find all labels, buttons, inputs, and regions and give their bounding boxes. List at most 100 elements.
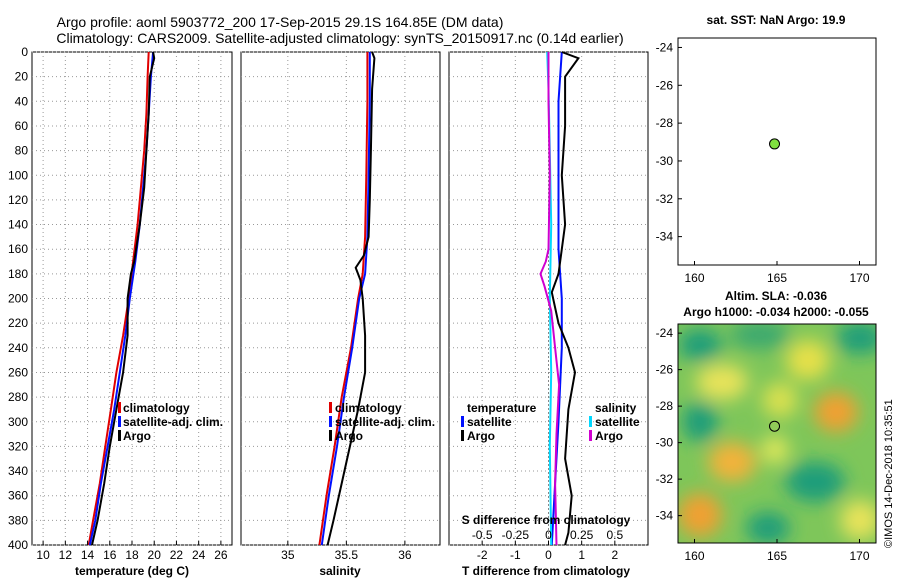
legend-swatch — [118, 416, 121, 427]
difference-panel: -2 -1 0 1 2 -0.5 -0.25 0 0.25 0.5 S difference fr… — [448, 51, 649, 578]
sla-blob — [696, 364, 748, 400]
y-tick-label: 140 — [8, 218, 28, 232]
difference-top-xlabel: S difference from climatology — [462, 513, 631, 527]
sla-map-title-1: Altim. SLA: -0.036 — [725, 289, 827, 303]
y-tick-label: 380 — [8, 513, 28, 527]
x-tick-label: 22 — [170, 548, 184, 562]
sla-heatmap — [678, 324, 876, 543]
series-line-salinity-argo — [539, 52, 561, 546]
map-y-tick-label: -24 — [656, 40, 674, 54]
map-y-tick-label: -34 — [656, 509, 674, 523]
y-tick-label: 180 — [8, 267, 28, 281]
s-tick-label: 0.25 — [570, 528, 594, 542]
sla-blob — [785, 462, 845, 502]
x-tick-label: -2 — [477, 548, 488, 562]
y-tick-label: 220 — [8, 316, 28, 330]
x-tick-label: 10 — [36, 548, 50, 562]
temperature-legend: climatology satellite-adj. clim. Argo — [118, 401, 223, 443]
map-y-tick-label: -24 — [656, 326, 674, 340]
legend-t-argo: Argo — [467, 429, 495, 443]
sla-map-panel: Altim. SLA: -0.036 Argo h1000: -0.034 h2… — [656, 289, 877, 563]
argo-float-location — [769, 138, 781, 150]
x-tick-label: 35.5 — [335, 548, 359, 562]
sla-map-title-2: Argo h1000: -0.034 h2000: -0.055 — [683, 305, 869, 319]
sla-blob — [678, 493, 722, 537]
map-x-tick-label: 160 — [684, 549, 704, 563]
y-tick-label: 280 — [8, 390, 28, 404]
legend-swatch — [329, 416, 332, 427]
legend-argo: Argo — [123, 429, 151, 443]
y-tick-label: 160 — [8, 242, 28, 256]
legend-salinity: salinity — [595, 401, 637, 415]
y-tick-label: 0 — [21, 45, 28, 59]
y-tick-label: 120 — [8, 193, 28, 207]
x-tick-label: 24 — [192, 548, 206, 562]
temperature-panel: 0 20 40 60 80 100 120 140 160 180 200 220 240 260 280 3… — [8, 45, 233, 578]
x-tick-label: 0 — [545, 548, 552, 562]
map-y-tick-label: -28 — [656, 399, 674, 413]
salinity-xlabel: salinity — [319, 564, 361, 578]
legend-t-satellite: satellite — [467, 415, 512, 429]
sst-map-panel: sat. SST: NaN Argo: 19.9 160 165 170 -24 -26… — [656, 13, 877, 285]
legend-swatch — [118, 430, 121, 441]
x-tick-label: 12 — [59, 548, 73, 562]
y-tick-label: 320 — [8, 439, 28, 453]
y-tick-label: 200 — [8, 292, 28, 306]
salinity-axes — [240, 51, 441, 546]
map-y-tick-label: -34 — [656, 230, 674, 244]
legend-temperature: temperature — [467, 401, 537, 415]
y-tick-label: 20 — [15, 70, 29, 84]
sla-anomaly-blobs — [678, 324, 876, 543]
y-tick-label: 340 — [8, 464, 28, 478]
x-tick-label: 16 — [103, 548, 117, 562]
map-x-tick-label: 165 — [767, 271, 787, 285]
salinity-legend: climatology satellite-adj. clim. Argo — [329, 401, 435, 443]
difference-legend: temperature satellite Argo salinity sate… — [461, 401, 640, 443]
difference-xlabel: T difference from climatology — [462, 564, 630, 578]
title-line2: Climatology: CARS2009. Satellite-adjuste… — [56, 30, 623, 46]
sla-blob — [836, 324, 876, 354]
y-tick-label: 300 — [8, 415, 28, 429]
s-tick-label: 0 — [545, 528, 552, 542]
y-tick-label: 400 — [8, 538, 28, 552]
argo-float-location — [769, 420, 781, 432]
map-y-tick-label: -32 — [656, 192, 674, 206]
sla-blob — [814, 392, 858, 432]
map-x-tick-label: 165 — [767, 549, 787, 563]
salinity-panel: 35 35.5 36 salinity climatology satellite-… — [240, 51, 441, 578]
legend-climatology: climatology — [335, 401, 402, 415]
map-y-tick-label: -26 — [656, 363, 674, 377]
sla-blob — [761, 436, 789, 464]
title-line1: Argo profile: aoml 5903772_200 17-Sep-20… — [57, 14, 504, 30]
imos-credit: ©IMOS 14-Dec-2018 10:35:51 — [883, 399, 895, 548]
legend-argo: Argo — [335, 429, 363, 443]
x-tick-label: 26 — [214, 548, 228, 562]
map-y-tick-label: -32 — [656, 472, 674, 486]
legend-satellite-adj: satellite-adj. clim. — [123, 415, 223, 429]
x-tick-label: 35 — [281, 548, 295, 562]
y-tick-label: 240 — [8, 341, 28, 355]
series-line-climatology — [318, 52, 369, 546]
sla-blob — [682, 402, 718, 442]
legend-swatch — [589, 416, 592, 427]
sst-map-title: sat. SST: NaN Argo: 19.9 — [707, 13, 846, 27]
legend-s-satellite: satellite — [595, 415, 640, 429]
series-line-argo — [91, 51, 156, 546]
x-tick-label: 18 — [125, 548, 139, 562]
map-y-tick-label: -30 — [656, 436, 674, 450]
x-tick-label: 2 — [611, 548, 618, 562]
sla-blob — [840, 500, 876, 540]
map-y-tick-label: -26 — [656, 78, 674, 92]
legend-satellite-adj: satellite-adj. clim. — [335, 415, 435, 429]
s-tick-label: 0.5 — [606, 528, 623, 542]
y-tick-label: 360 — [8, 489, 28, 503]
x-tick-label: 1 — [578, 548, 585, 562]
series-line-temperature-argo — [550, 51, 580, 546]
legend-climatology: climatology — [123, 401, 190, 415]
sla-blob — [708, 442, 756, 482]
y-tick-label: 80 — [15, 144, 29, 158]
map-x-tick-label: 170 — [849, 549, 869, 563]
sla-blob — [730, 324, 790, 349]
x-tick-label: -1 — [510, 548, 521, 562]
